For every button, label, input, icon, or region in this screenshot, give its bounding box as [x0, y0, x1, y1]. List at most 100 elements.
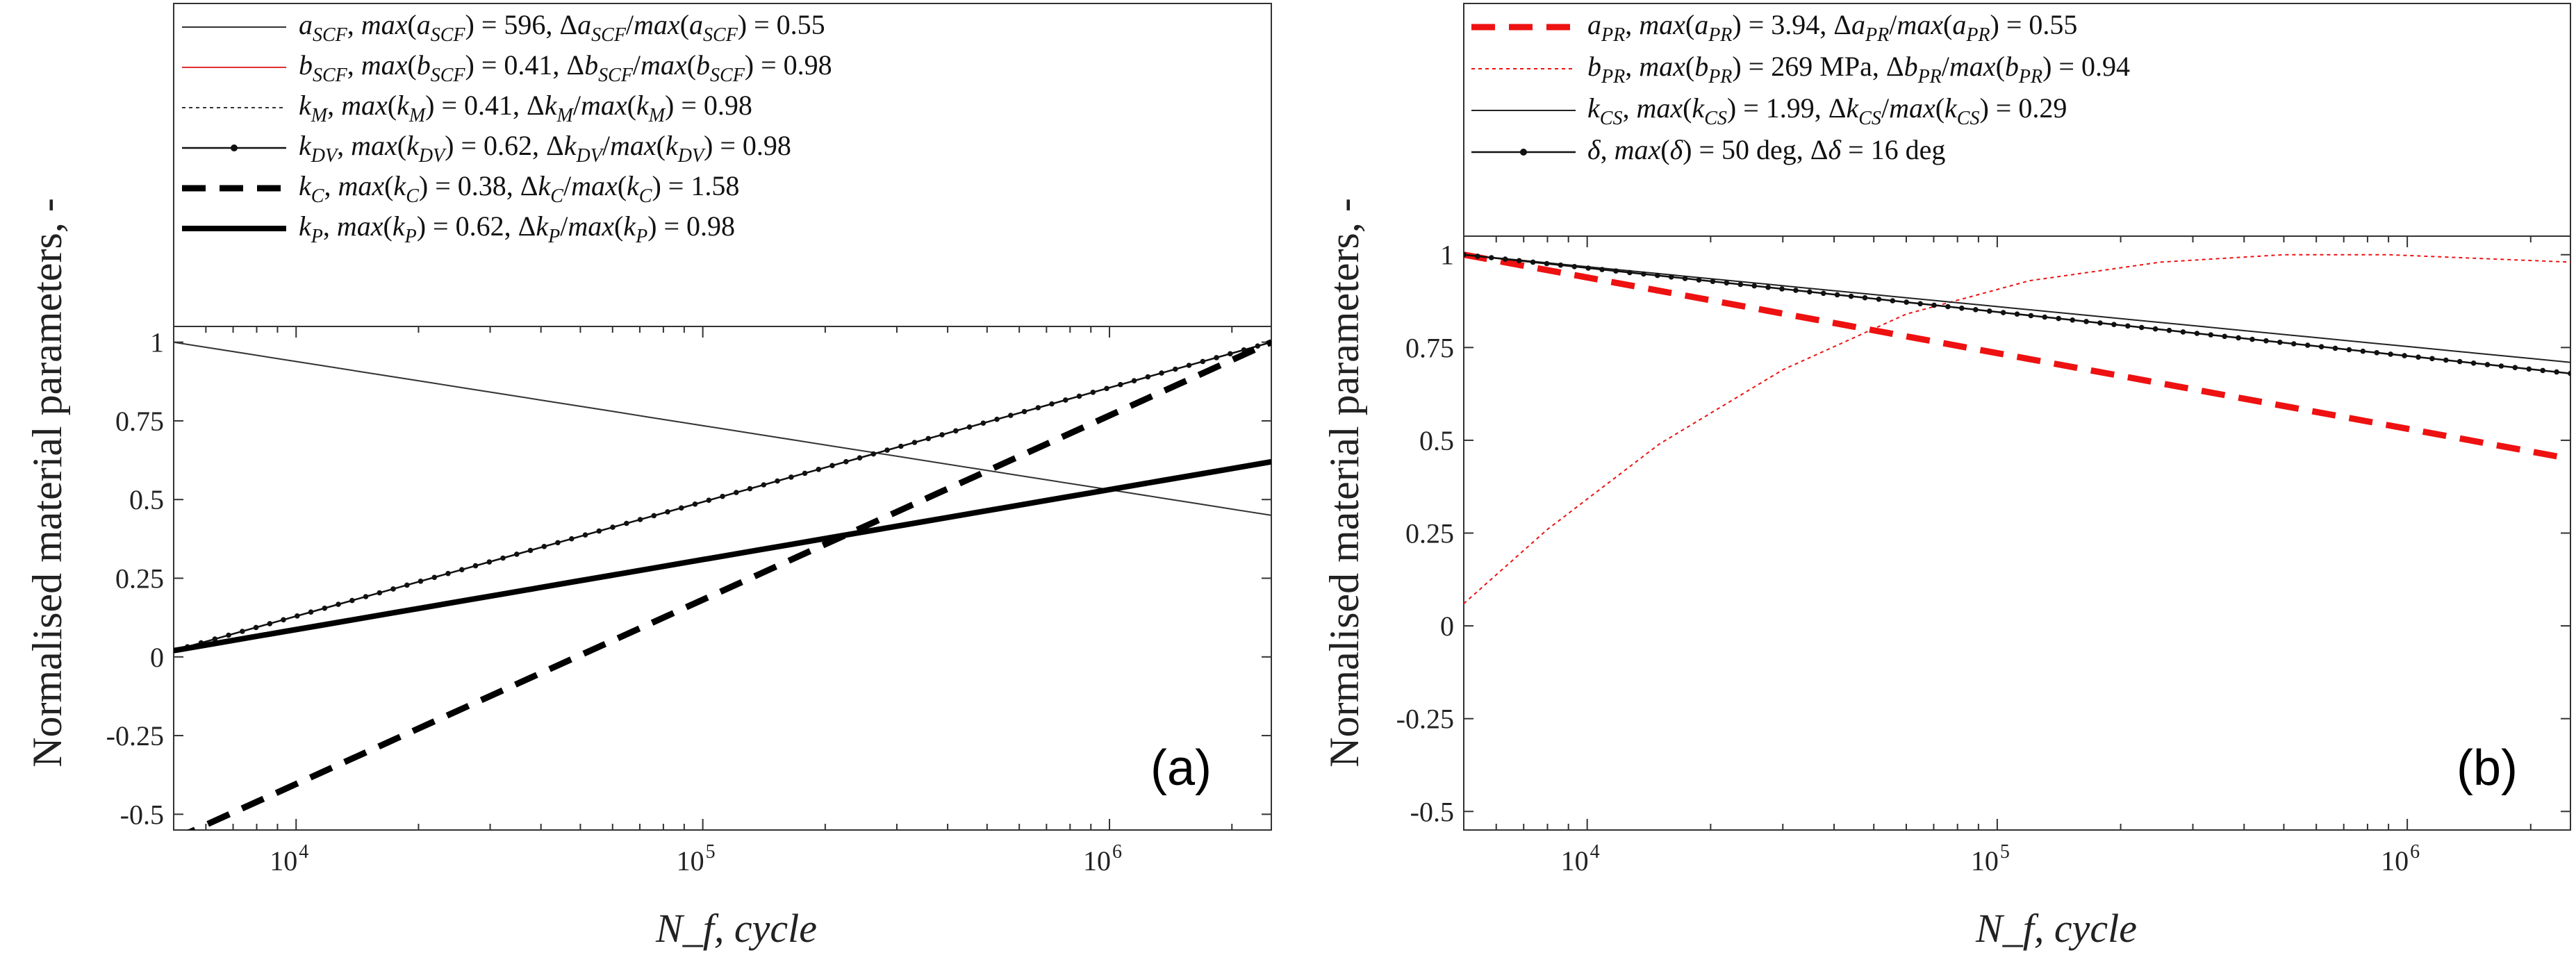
series-marker	[2138, 324, 2145, 331]
series-marker	[1820, 290, 1826, 297]
panel-a: Normalised material parameters, - N_f, c…	[24, 3, 1272, 951]
series-marker	[541, 544, 547, 549]
series-marker	[898, 443, 904, 449]
series-marker	[1214, 355, 1219, 360]
legend-box	[173, 3, 1272, 327]
series-marker	[2000, 310, 2006, 315]
series-marker	[692, 501, 698, 507]
series-marker	[2304, 342, 2311, 348]
series-marker	[2070, 317, 2075, 323]
series-marker	[2291, 341, 2297, 347]
series-marker	[2568, 370, 2570, 376]
series-marker	[295, 613, 300, 619]
series-marker	[843, 458, 849, 465]
series-marker	[1173, 366, 1178, 372]
y-tick-label: 0	[1440, 611, 1454, 642]
legend-entry-label: kP, max(kP) = 0.62, ΔkP/max(kP) = 0.98	[299, 210, 735, 247]
y-axis-label-a: Normalised material parameters, -	[24, 198, 70, 767]
legend-entry-label: kCS, max(kCS) = 1.99, ΔkCS/max(kCS) = 0.…	[1587, 92, 2067, 129]
series-marker	[1228, 351, 1233, 357]
series-marker	[706, 497, 712, 503]
series-marker	[1489, 255, 1494, 260]
series-marker	[953, 428, 959, 434]
x-tick-label: 104	[1561, 841, 1600, 877]
series-marker	[1890, 298, 1896, 304]
series-marker	[2554, 369, 2559, 375]
series-marker	[1931, 302, 1937, 308]
series-marker	[486, 559, 493, 565]
legend-swatch-marker	[231, 144, 238, 151]
series-marker	[349, 597, 355, 604]
series-marker	[994, 416, 1000, 422]
series-marker	[212, 636, 218, 642]
series-line-5	[174, 458, 1271, 654]
series-marker	[1737, 281, 1744, 288]
series-marker	[1862, 294, 1868, 301]
series-marker	[2443, 357, 2449, 363]
series-marker	[720, 493, 725, 499]
series-marker	[2540, 367, 2545, 374]
series-marker	[418, 579, 424, 584]
series-marker	[761, 482, 767, 488]
axes-box	[1463, 235, 2571, 831]
series-marker	[2097, 320, 2103, 326]
series-marker	[390, 586, 396, 592]
y-tick-label: 0	[150, 642, 164, 673]
series-marker	[1464, 251, 1467, 258]
series-marker	[2374, 350, 2379, 356]
series-marker	[2194, 331, 2200, 336]
y-tick-label: 1	[1440, 240, 1454, 271]
series-marker	[747, 486, 753, 492]
series-marker	[253, 624, 259, 631]
legend-entry-label: bPR, max(bPR) = 269 MPa, ΔbPR/max(bPR) =…	[1587, 51, 2130, 88]
x-tick-label: 105	[677, 841, 716, 877]
y-tick-label: 0.75	[1405, 332, 1454, 363]
y-axis-label-b: Normalised material parameters, -	[1321, 198, 1367, 767]
series-marker	[582, 532, 588, 538]
series-marker	[2111, 322, 2117, 328]
series-marker	[1807, 289, 1813, 295]
series-marker	[1696, 277, 1702, 283]
series-marker	[555, 540, 561, 546]
series-marker	[2042, 314, 2048, 320]
series-marker	[2277, 340, 2283, 345]
series-marker	[1682, 276, 1688, 281]
series-marker	[2332, 345, 2338, 351]
series-marker	[2318, 344, 2325, 350]
series-marker	[1779, 286, 1785, 292]
y-tick-label: 0.5	[129, 484, 164, 515]
series-marker	[1516, 258, 1522, 264]
y-tick-label: -0.25	[106, 720, 164, 752]
series-marker	[1131, 378, 1137, 383]
series-marker	[1090, 390, 1096, 395]
series-marker	[651, 513, 657, 519]
legend-entry-label: bSCF, max(bSCF) = 0.41, ΔbSCF/max(bSCF) …	[299, 49, 832, 86]
series-line-0	[174, 341, 1271, 516]
series-marker	[1599, 267, 1605, 272]
series-marker	[1848, 293, 1854, 299]
series-marker	[2208, 332, 2214, 338]
series-marker	[1571, 264, 1578, 269]
series-marker	[240, 629, 245, 634]
series-marker	[1186, 363, 1192, 368]
series-marker	[1945, 304, 1951, 310]
series-marker	[459, 567, 465, 572]
series-marker	[336, 601, 341, 607]
series-marker	[2236, 335, 2241, 341]
x-axis-label-a: N_f, cycle	[655, 906, 817, 951]
series-marker	[1544, 260, 1550, 267]
series-marker	[1876, 297, 1882, 302]
y-tick-label: 1	[150, 327, 164, 358]
series-marker	[527, 547, 534, 554]
series-marker	[1751, 283, 1757, 289]
series-marker	[1104, 385, 1109, 392]
series-marker	[2346, 347, 2352, 353]
x-tick-label: 106	[1083, 841, 1122, 877]
series-marker	[1834, 292, 1840, 298]
series-marker	[472, 563, 479, 569]
legend-swatch-marker	[1520, 149, 1527, 156]
series-line-1	[1464, 254, 2570, 604]
series-marker	[2152, 326, 2158, 332]
series-marker	[281, 617, 286, 623]
series-marker	[1765, 284, 1771, 290]
